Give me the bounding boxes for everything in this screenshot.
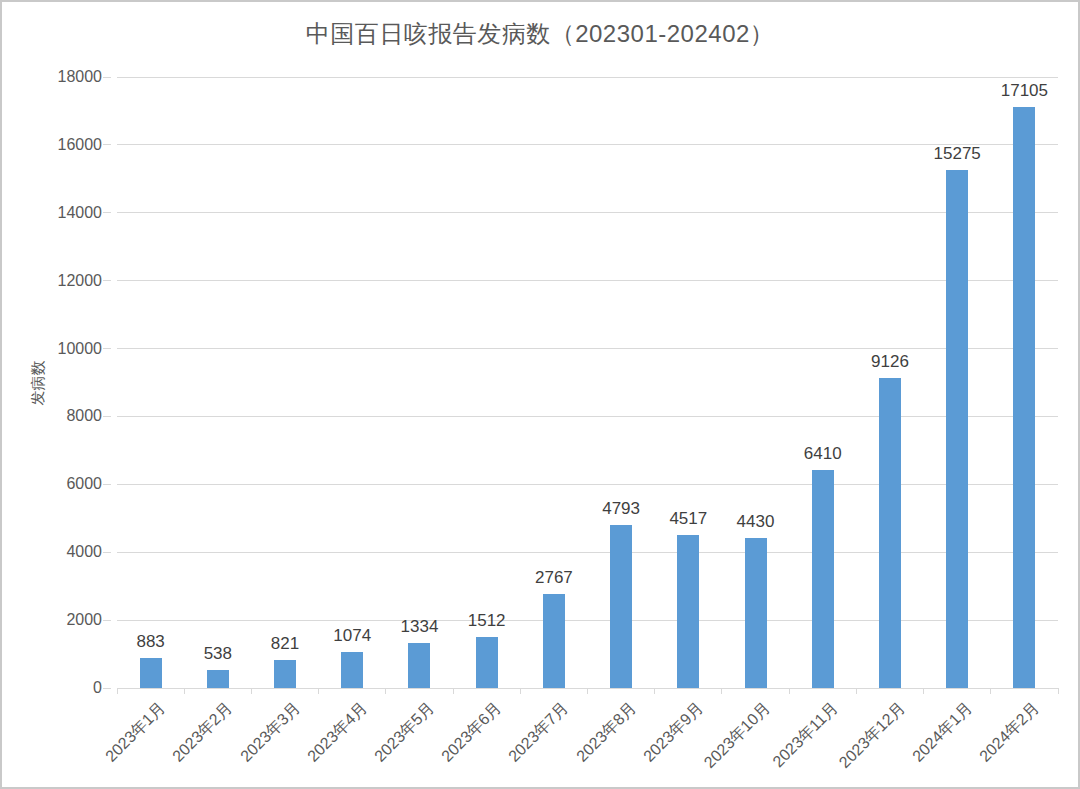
y-axis-tick-label: 18000: [0, 67, 102, 87]
bar: [476, 637, 498, 688]
x-axis-tick: [1058, 688, 1059, 694]
x-axis-label: 2023年5月: [370, 698, 439, 767]
gridline: [117, 77, 1058, 78]
x-axis-label: 2023年2月: [169, 698, 238, 767]
x-axis-label: 2024年2月: [975, 698, 1044, 767]
bar: [745, 538, 767, 688]
x-axis-label: 2023年9月: [639, 698, 708, 767]
x-axis-label: 2023年6月: [438, 698, 507, 767]
x-axis-label: 2023年7月: [505, 698, 574, 767]
bar: [1013, 107, 1035, 688]
bar-value-label: 6410: [778, 444, 868, 464]
x-axis-tick: [721, 688, 722, 694]
y-axis-tick: [103, 144, 111, 145]
chart-title: 中国百日咳报告发病数（202301-202402）: [2, 18, 1078, 50]
bar-value-label: 15275: [912, 144, 1002, 164]
gridline: [117, 620, 1058, 621]
x-axis-tick: [453, 688, 454, 694]
bar-value-label: 1512: [442, 611, 532, 631]
y-axis-title: 发病数: [29, 361, 48, 406]
x-axis-label: 2023年4月: [303, 698, 372, 767]
bar: [677, 535, 699, 688]
bar: [610, 525, 632, 688]
bar: [207, 670, 229, 688]
x-axis-label: 2023年12月: [835, 698, 910, 773]
y-axis-tick: [103, 280, 111, 281]
x-axis-label: 2023年3月: [236, 698, 305, 767]
gridline: [117, 484, 1058, 485]
y-axis-tick: [103, 484, 111, 485]
x-axis-tick: [184, 688, 185, 694]
y-axis-tick-label: 12000: [0, 271, 102, 291]
y-axis-tick: [103, 620, 111, 621]
gridline: [117, 280, 1058, 281]
y-axis-tick-label: 2000: [0, 610, 102, 630]
y-axis-tick-label: 0: [0, 678, 102, 698]
y-axis-tick: [103, 212, 111, 213]
bar: [408, 643, 430, 688]
x-axis-tick: [856, 688, 857, 694]
x-axis-tick: [385, 688, 386, 694]
gridline: [117, 552, 1058, 553]
x-axis-tick: [117, 688, 118, 694]
bar: [946, 170, 968, 689]
x-axis-tick: [654, 688, 655, 694]
bar: [140, 658, 162, 688]
pertussis-bar-chart: 中国百日咳报告发病数（202301-202402） 发病数 0200040006…: [0, 0, 1080, 789]
x-axis-label: 2023年11月: [768, 698, 842, 772]
x-axis-tick: [990, 688, 991, 694]
x-axis-tick: [251, 688, 252, 694]
y-axis-tick-label: 4000: [0, 542, 102, 562]
gridline: [117, 212, 1058, 213]
x-axis-label: 2024年1月: [908, 698, 977, 767]
bar: [543, 594, 565, 688]
x-axis-label: 2023年1月: [102, 698, 171, 767]
x-axis-tick: [587, 688, 588, 694]
y-axis-tick: [103, 552, 111, 553]
x-axis-tick: [520, 688, 521, 694]
x-axis-label: 2023年10月: [700, 698, 775, 773]
y-axis-tick-label: 10000: [0, 339, 102, 359]
y-axis-tick-label: 14000: [0, 203, 102, 223]
bar-value-label: 17105: [979, 81, 1069, 101]
bar-value-label: 9126: [845, 352, 935, 372]
bar: [274, 660, 296, 688]
bar: [812, 470, 834, 688]
x-axis-tick: [923, 688, 924, 694]
y-axis-tick-label: 16000: [0, 135, 102, 155]
x-axis-label: 2023年8月: [572, 698, 641, 767]
plot-area: 0200040006000800010000120001400016000180…: [117, 77, 1058, 688]
y-axis-tick: [103, 77, 111, 78]
y-axis-tick-label: 8000: [0, 406, 102, 426]
y-axis-tick: [103, 688, 111, 689]
y-axis-tick: [103, 348, 111, 349]
x-axis-tick: [789, 688, 790, 694]
bar: [879, 378, 901, 688]
bar: [341, 652, 363, 688]
x-axis-tick: [318, 688, 319, 694]
gridline: [117, 348, 1058, 349]
y-axis-tick-label: 6000: [0, 474, 102, 494]
y-axis-tick: [103, 416, 111, 417]
bar-value-label: 4430: [711, 512, 801, 532]
gridline: [117, 416, 1058, 417]
bar-value-label: 2767: [509, 568, 599, 588]
